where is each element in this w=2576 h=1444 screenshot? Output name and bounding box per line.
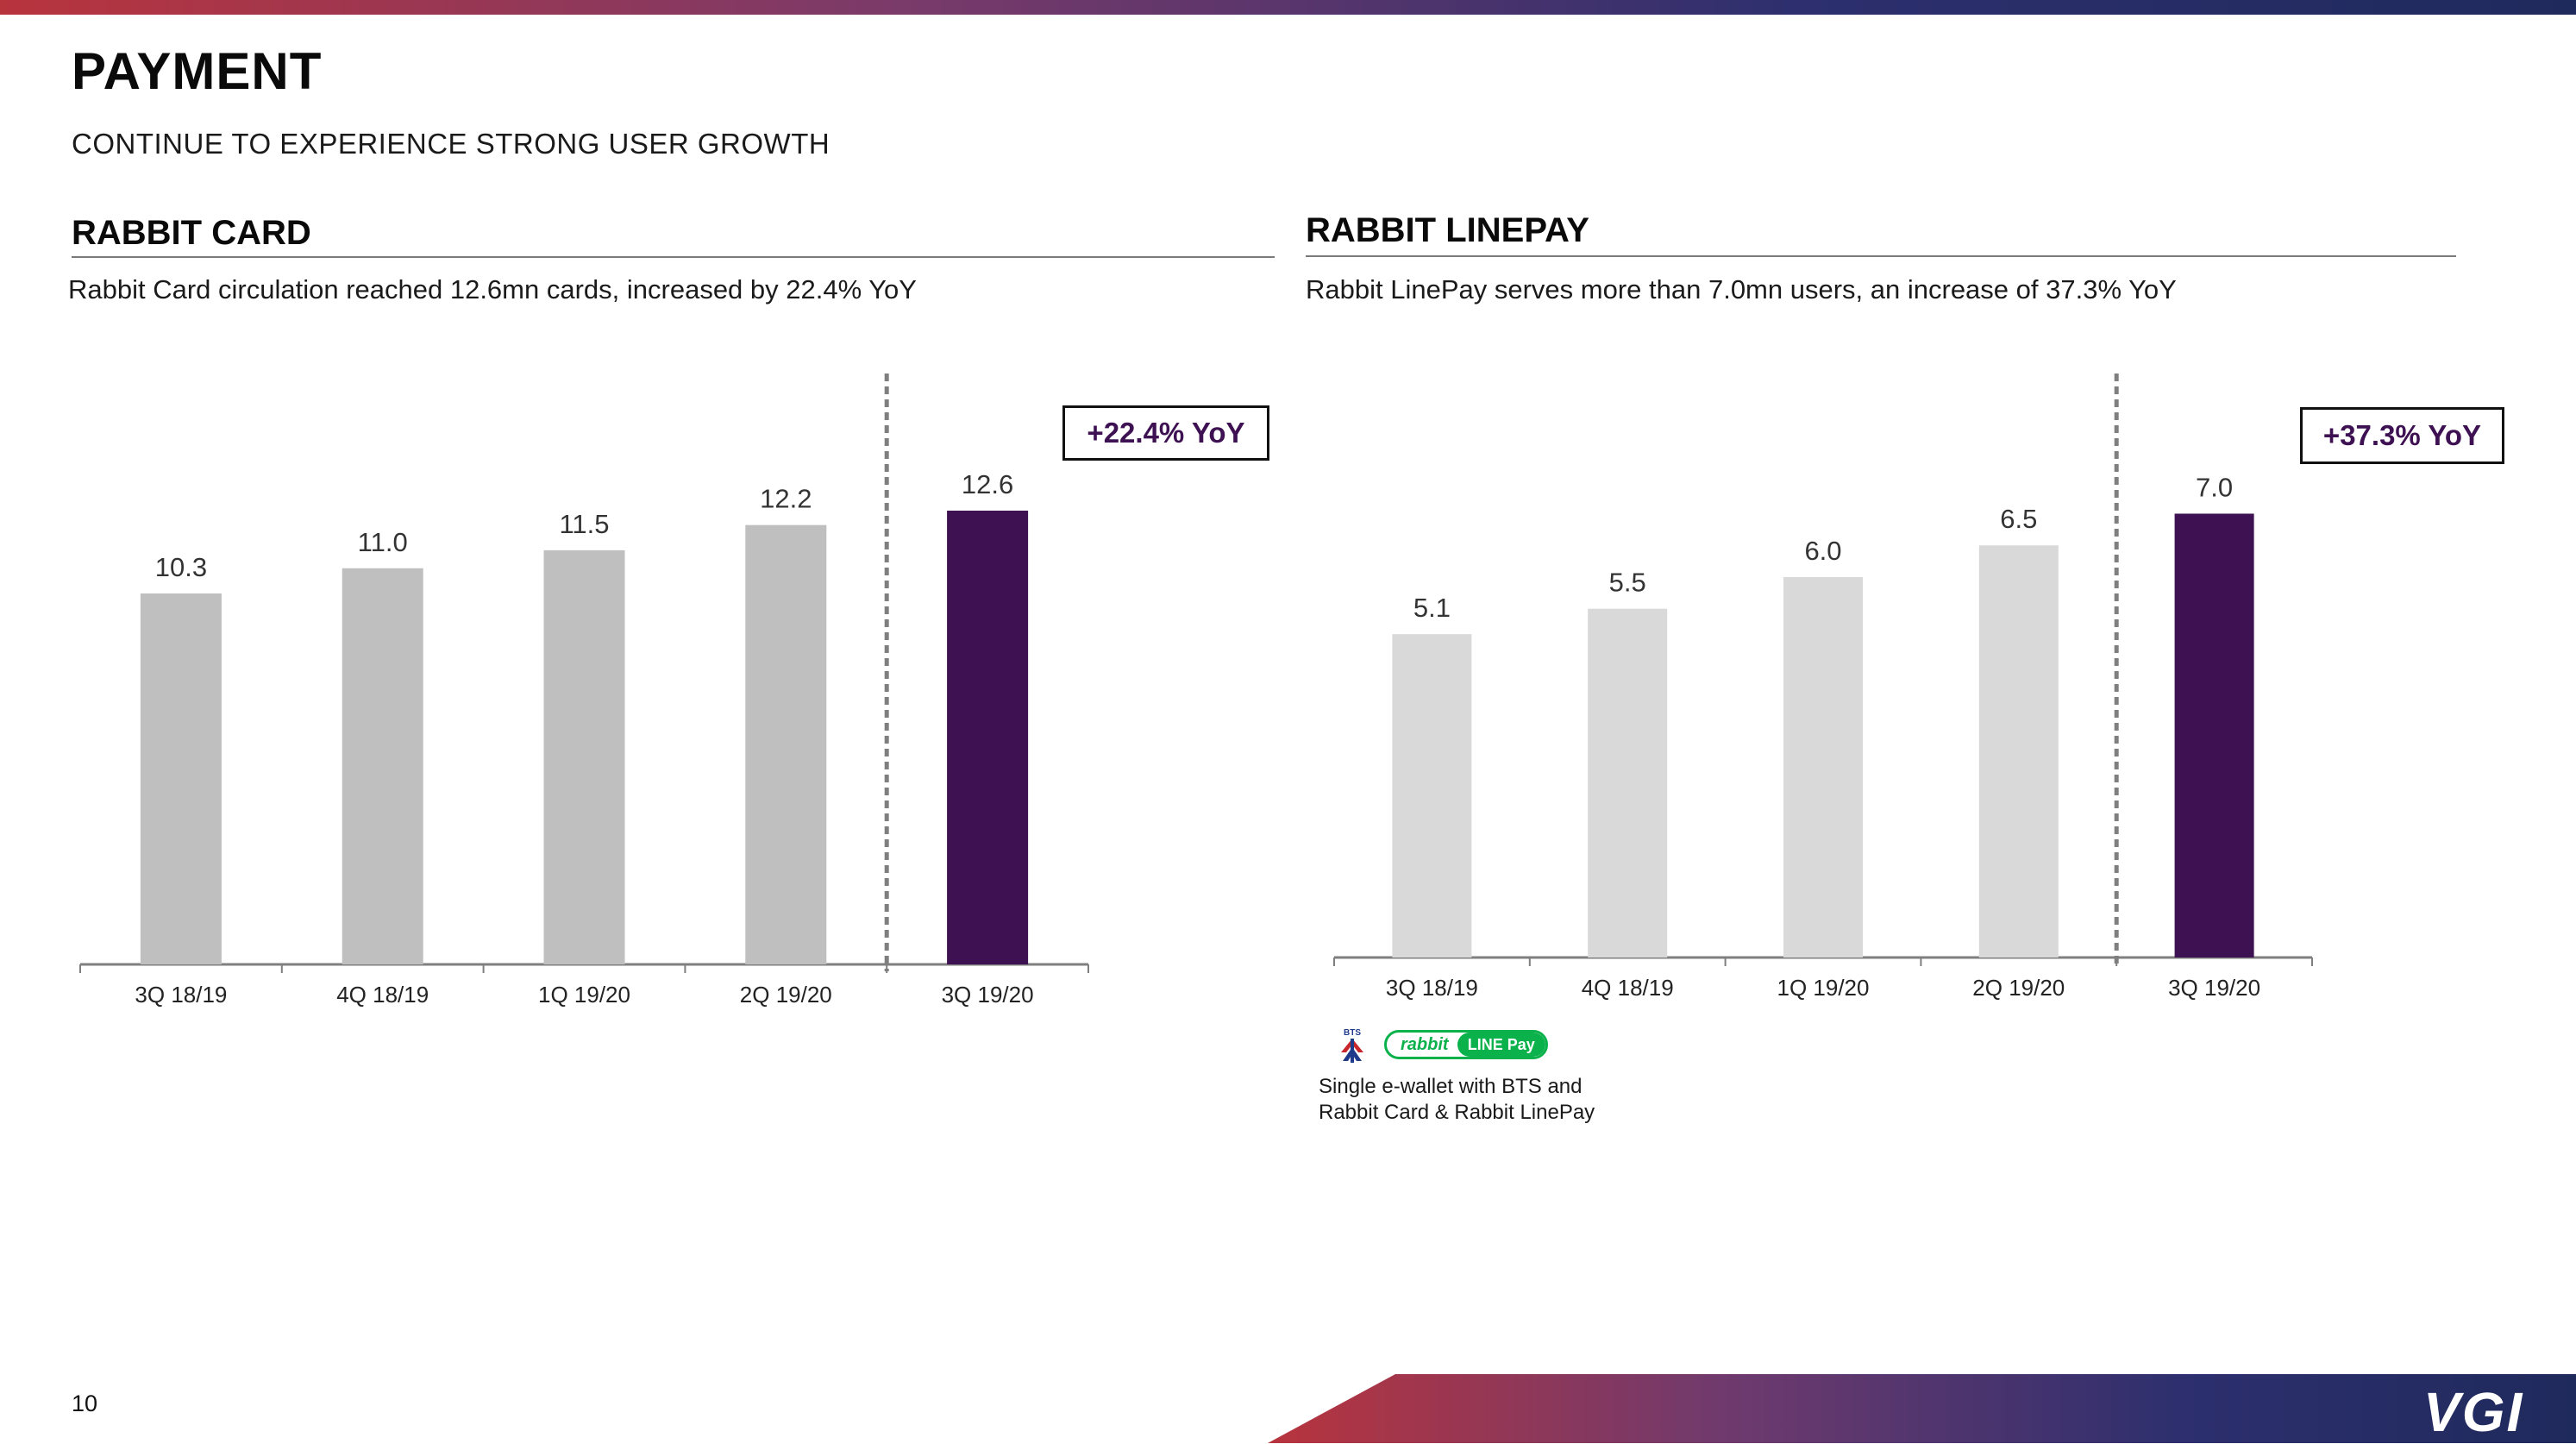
rabbit-card-bar (745, 524, 827, 964)
rabbit-linepay-description: Rabbit LinePay serves more than 7.0mn us… (1306, 274, 2177, 304)
wallet-caption: Single e-wallet with BTS and Rabbit Card… (1319, 1075, 1595, 1124)
rabbit-card-title: RABBIT CARD (72, 214, 311, 252)
rabbit-logo-text: rabbit (1401, 1034, 1449, 1054)
rabbit-linepay-bar (1392, 634, 1472, 957)
rabbit-linepay-pill: rabbit LINE Pay (1384, 1030, 1548, 1059)
bts-logo-text: BTS (1344, 1028, 1361, 1038)
rabbit-card-bar (947, 510, 1029, 964)
rabbit-linepay-tick-label: 3Q 18/19 (1386, 975, 1478, 1001)
rabbit-card-data-label: 11.0 (358, 527, 408, 557)
rabbit-card-data-label: 12.6 (962, 469, 1013, 499)
rabbit-card-divider (72, 256, 1275, 258)
rabbit-linepay-data-label: 6.0 (1804, 536, 1841, 566)
page-subtitle: CONTINUE TO EXPERIENCE STRONG USER GROWT… (72, 128, 830, 160)
rabbit-card-tick-label: 3Q 18/19 (135, 982, 227, 1008)
rabbit-linepay-data-label: 5.5 (1609, 568, 1646, 598)
page-number: 10 (72, 1391, 98, 1416)
rabbit-card-tick-label: 2Q 19/20 (740, 982, 832, 1008)
rabbit-card-tick-label: 3Q 19/20 (942, 982, 1034, 1008)
vgi-logo: VGI (2423, 1381, 2524, 1443)
rabbit-linepay-logo: BTS rabbit LINE Pay (1334, 1025, 1558, 1066)
top-brand-bar (0, 0, 2576, 15)
rabbit-linepay-bar (1588, 608, 1668, 957)
rabbit-card-data-label: 11.5 (559, 509, 609, 539)
rabbit-card-data-label: 10.3 (155, 552, 207, 582)
rabbit-card-bar (342, 568, 423, 964)
rabbit-linepay-data-label: 7.0 (2196, 472, 2233, 502)
rabbit-card-description: Rabbit Card circulation reached 12.6mn c… (68, 274, 917, 304)
rabbit-card-bar (140, 593, 222, 964)
page-title: PAYMENT (72, 42, 323, 100)
rabbit-linepay-tick-label: 3Q 19/20 (2168, 975, 2260, 1001)
rabbit-linepay-tick-label: 2Q 19/20 (1972, 975, 2065, 1001)
rabbit-linepay-tick-label: 1Q 19/20 (1777, 975, 1870, 1001)
rabbit-linepay-tick-label: 4Q 18/19 (1582, 975, 1674, 1001)
rabbit-card-data-label: 12.2 (760, 484, 812, 514)
rabbit-linepay-bar (1978, 545, 2059, 957)
linepay-logo-text: LINE Pay (1457, 1033, 1545, 1057)
rabbit-linepay-bar (2174, 513, 2254, 957)
rabbit-linepay-data-label: 6.5 (2000, 504, 2037, 534)
bts-logo-icon: BTS (1341, 1028, 1363, 1063)
rabbit-card-bar (543, 549, 625, 964)
rabbit-linepay-data-label: 5.1 (1413, 593, 1451, 623)
rabbit-linepay-title: RABBIT LINEPAY (1306, 211, 1589, 249)
rabbit-card-yoy-badge: +22.4% YoY (1062, 405, 1269, 461)
rabbit-card-tick-label: 4Q 18/19 (336, 982, 429, 1008)
rabbit-linepay-yoy-badge: +37.3% YoY (2300, 407, 2504, 464)
rabbit-linepay-bar (1783, 576, 1863, 957)
rabbit-linepay-divider (1306, 255, 2456, 257)
rabbit-card-tick-label: 1Q 19/20 (538, 982, 630, 1008)
